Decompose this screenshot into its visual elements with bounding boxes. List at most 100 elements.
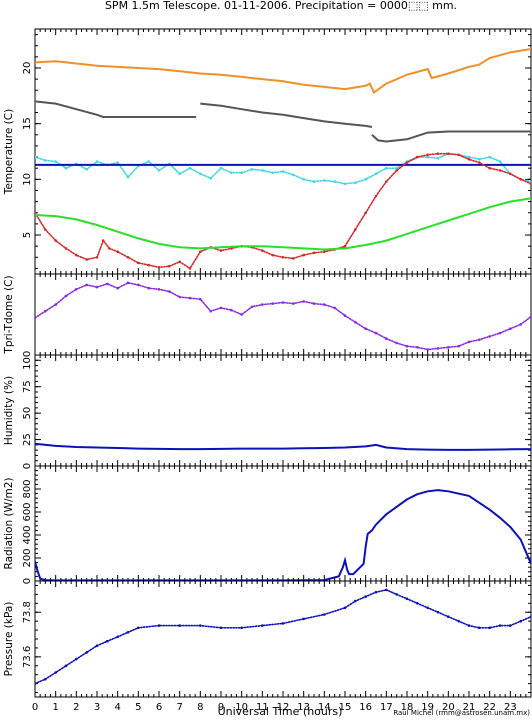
panel-frame xyxy=(34,273,532,356)
series-1-point xyxy=(436,610,440,614)
series-5-point xyxy=(312,180,316,183)
x-tick-label: 23 xyxy=(504,702,517,713)
series-1-line xyxy=(35,48,531,95)
y-tick-label: 400 xyxy=(22,525,33,544)
series-1-point xyxy=(374,331,378,335)
series-1-point xyxy=(478,338,481,342)
panel-2: Tpri-Tdome (C) xyxy=(3,273,532,356)
series-5-point xyxy=(343,182,347,186)
series-1-point xyxy=(354,320,357,324)
series-7-point xyxy=(101,239,105,242)
panel-4: 0 200 400 600 800 Radiation (W/m2) xyxy=(3,465,532,584)
series-7-point xyxy=(75,253,78,257)
y-axis-label: Tpri-Tdome (C) xyxy=(3,275,15,354)
series-1-point xyxy=(250,305,254,309)
series-1-point xyxy=(333,306,337,310)
series-1-point xyxy=(364,595,368,598)
series-5-point xyxy=(250,168,254,171)
y-tick-label: 10 xyxy=(22,173,33,186)
series-1-point xyxy=(405,344,409,348)
series-1-point xyxy=(271,302,275,305)
series-1-point xyxy=(199,624,202,627)
series-1-point xyxy=(126,281,130,285)
x-tick-label: 4 xyxy=(114,702,120,713)
series-7-point xyxy=(405,161,409,164)
series-5-point xyxy=(467,155,471,159)
y-tick-label: 0 xyxy=(22,463,33,469)
panel-series-group xyxy=(35,442,531,451)
y-tick-label: 73.6 xyxy=(22,646,33,668)
series-1-point xyxy=(44,677,47,681)
series-1-line xyxy=(35,489,531,581)
panel-series-group xyxy=(35,281,531,351)
series-1-point xyxy=(137,626,140,630)
series-1-point xyxy=(354,599,357,603)
series-7-point xyxy=(64,247,68,250)
series-1-point xyxy=(44,309,47,313)
series-1-point xyxy=(137,283,140,287)
series-5-point xyxy=(178,172,181,176)
series-7-point xyxy=(374,194,378,198)
series-5-point xyxy=(35,155,37,159)
series-5-point xyxy=(199,172,202,176)
series-7-point xyxy=(509,172,512,176)
series-1-point xyxy=(457,344,461,348)
series-1-line xyxy=(35,589,531,685)
series-4-line xyxy=(371,130,531,143)
series-1-point xyxy=(85,651,88,654)
series-7-point xyxy=(519,178,522,181)
x-axis-label: Universal Time (hours) xyxy=(218,705,343,718)
series-1-point xyxy=(364,327,368,331)
panel-frame xyxy=(34,465,532,582)
series-7-point xyxy=(323,250,326,253)
series-5-point xyxy=(354,181,357,184)
series-1-point xyxy=(35,316,37,320)
series-1-point xyxy=(478,626,481,630)
x-tick-label: 22 xyxy=(483,702,496,713)
series-1-point xyxy=(467,340,471,344)
series-7-point xyxy=(529,182,531,186)
series-1-point xyxy=(209,309,212,313)
series-1-point xyxy=(529,615,531,618)
y-tick-label: 15 xyxy=(22,117,33,130)
chart-title: SPM 1.5m Telescope. 01-11-2006. Precipit… xyxy=(105,0,457,12)
series-1-point xyxy=(488,626,492,630)
series-1-point xyxy=(240,626,243,630)
series-5-point xyxy=(478,158,481,161)
series-1-point xyxy=(35,682,37,685)
series-5-point xyxy=(147,160,150,163)
series-1-point xyxy=(147,286,150,290)
x-tick-label: 17 xyxy=(380,702,393,713)
x-tick-label: 20 xyxy=(442,702,455,713)
series-1-point xyxy=(447,615,450,618)
series-1-point xyxy=(116,635,119,639)
series-7-point xyxy=(157,266,161,269)
series-7-point xyxy=(199,250,202,253)
series-7-point xyxy=(302,253,306,257)
panel-series-group xyxy=(35,588,531,685)
series-5-point xyxy=(333,180,337,183)
x-tick-label: 19 xyxy=(421,702,434,713)
series-7-point xyxy=(95,255,99,259)
series-5-point xyxy=(323,179,326,182)
series-5-point xyxy=(126,175,130,179)
series-1-point xyxy=(230,308,233,312)
series-5-point xyxy=(529,180,531,183)
y-axis-label: Pressure (kPa) xyxy=(3,602,15,677)
x-tick-label: 15 xyxy=(339,702,352,713)
series-1-point xyxy=(292,302,295,305)
panel-3: 0 25 50 75 100 Humidity (%) xyxy=(3,351,532,469)
series-1-point xyxy=(519,323,522,326)
panel-1: 5 10 15 20 Temperature (C) xyxy=(3,28,532,275)
series-1-point xyxy=(509,624,512,627)
series-1-point xyxy=(219,626,223,630)
y-tick-label: 200 xyxy=(22,548,33,567)
series-1-point xyxy=(64,664,68,668)
panel-series-group xyxy=(35,489,531,581)
series-1-line xyxy=(35,281,531,351)
series-5-point xyxy=(395,166,399,170)
y-axis-label: Temperature (C) xyxy=(3,109,15,195)
y-tick-label: 600 xyxy=(22,502,33,521)
y-tick-label: 50 xyxy=(22,407,33,420)
series-1-point xyxy=(54,303,57,306)
